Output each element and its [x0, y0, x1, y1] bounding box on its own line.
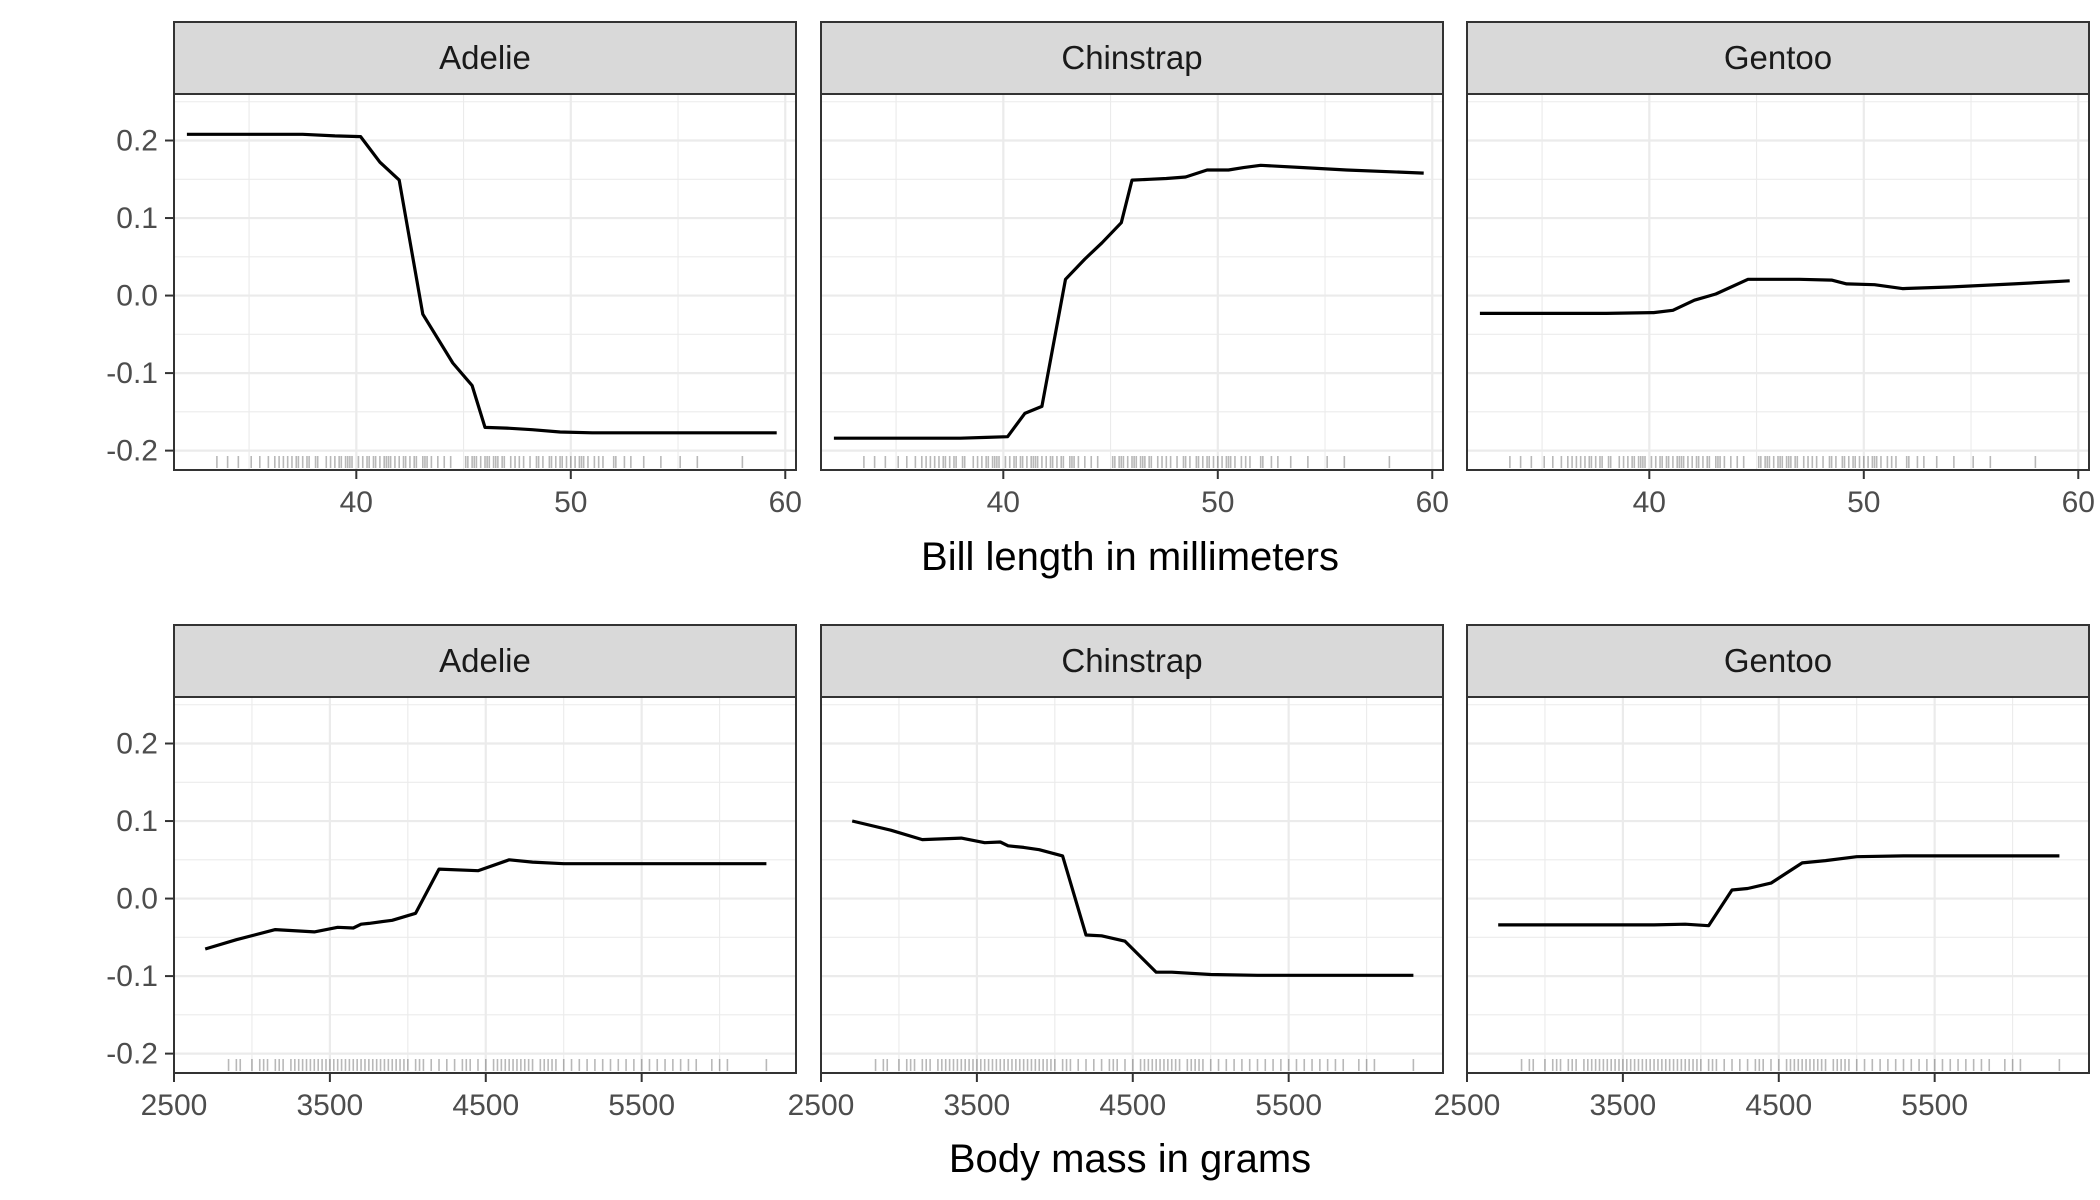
x-tick-label: 3500: [944, 1089, 1011, 1122]
y-tick-label: -0.1: [106, 357, 158, 390]
pd-line-gentoo-mass: [1498, 854, 2060, 928]
x-tick-label: 4500: [452, 1089, 519, 1122]
y-tick-label: 0.0: [116, 883, 158, 916]
x-tick-label: 5500: [608, 1089, 675, 1122]
strip-label-chinstrap-bill: Chinstrap: [1061, 39, 1202, 76]
y-tick-label: -0.1: [106, 960, 158, 993]
panel-chinstrap-mass: Chinstrap 2500 3500 4500 5500: [788, 624, 1444, 1122]
strip-label-adelie-bill: Adelie: [439, 39, 531, 76]
strip-label-adelie-mass: Adelie: [439, 642, 531, 679]
y-tick-label: -0.2: [106, 1038, 158, 1071]
pd-line-adelie-mass: [204, 858, 767, 951]
x-tick-label: 2500: [788, 1089, 855, 1122]
x-axis-title-body-mass: Body mass in grams: [949, 1137, 1311, 1181]
x-tick-label: 4500: [1745, 1089, 1812, 1122]
x-tick-label: 5500: [1901, 1089, 1968, 1122]
x-tick-label: 60: [1416, 486, 1449, 519]
panel-gentoo-mass: Gentoo 2500 3500 4500 5500: [1434, 624, 2090, 1122]
panel-adelie-mass: Adelie -0.2 -0.1 0.0 0.1 0.2 2500 3500 4500 5500: [106, 624, 797, 1122]
y-tick-label: 0.2: [116, 125, 158, 158]
pd-line-chinstrap-mass: [851, 819, 1414, 977]
x-tick-label: 5500: [1255, 1089, 1322, 1122]
x-tick-label: 50: [554, 486, 587, 519]
x-tick-label: 60: [769, 486, 802, 519]
x-tick-label: 3500: [297, 1089, 364, 1122]
x-tick-label: 4500: [1099, 1089, 1166, 1122]
strip-label-gentoo-mass: Gentoo: [1724, 642, 1832, 679]
x-tick-label: 50: [1847, 486, 1880, 519]
panel-border-gentoo-bill: [1466, 93, 2090, 471]
panel-gentoo-bill: Gentoo 40 50 60: [1466, 21, 2095, 519]
plot-area-gentoo-bill: [1467, 94, 2089, 470]
x-tick-label: 3500: [1590, 1089, 1657, 1122]
strip-label-chinstrap-mass: Chinstrap: [1061, 642, 1202, 679]
strip-chinstrap-bill: [820, 21, 1444, 95]
x-tick-label: 60: [2062, 486, 2095, 519]
x-tick-label: 2500: [1434, 1089, 1501, 1122]
panel-border-adelie-bill: [173, 93, 797, 471]
pd-line-chinstrap-bill: [833, 163, 1424, 440]
pd-line-adelie-bill: [186, 132, 777, 435]
y-tick-label: 0.1: [116, 805, 158, 838]
y-tick-label: 0.0: [116, 280, 158, 313]
y-tick-label: -0.2: [106, 435, 158, 468]
x-tick-label: 50: [1201, 486, 1234, 519]
panel-border-chinstrap-bill: [820, 93, 1444, 471]
strip-adelie-mass: [173, 624, 797, 698]
x-tick-label: 40: [1633, 486, 1666, 519]
strip-adelie-bill: [173, 21, 797, 95]
y-tick-label: 0.2: [116, 728, 158, 761]
strip-gentoo-bill: [1466, 21, 2090, 95]
panel-adelie-bill: Adelie -0.2 -0.1 0.0 0.1 0.2 40 50 60: [106, 21, 802, 519]
pd-line-gentoo-bill: [1479, 277, 2070, 315]
plot-area-adelie-bill: [174, 94, 796, 470]
y-tick-label: 0.1: [116, 202, 158, 235]
strip-label-gentoo-bill: Gentoo: [1724, 39, 1832, 76]
strip-gentoo-mass: [1466, 624, 2090, 698]
x-tick-label: 40: [987, 486, 1020, 519]
facet-panels: Adelie -0.2 -0.1 0.0 0.1 0.2 40 50 60 Chinstrap 40…: [106, 21, 2095, 1122]
x-tick-label: 2500: [141, 1089, 208, 1122]
x-axis-title-bill-length: Bill length in millimeters: [921, 535, 1339, 579]
x-tick-label: 40: [340, 486, 373, 519]
plot-area-chinstrap-bill: [821, 94, 1443, 470]
panel-chinstrap-bill: Chinstrap 40 50 60: [820, 21, 1449, 519]
